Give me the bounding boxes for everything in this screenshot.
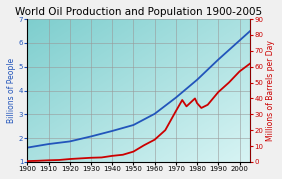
Y-axis label: Millions of Barrels per Day: Millions of Barrels per Day xyxy=(266,40,275,141)
Title: World Oil Production and Population 1900-2005: World Oil Production and Population 1900… xyxy=(15,7,262,17)
Y-axis label: Billions of People: Billions of People xyxy=(7,58,16,123)
